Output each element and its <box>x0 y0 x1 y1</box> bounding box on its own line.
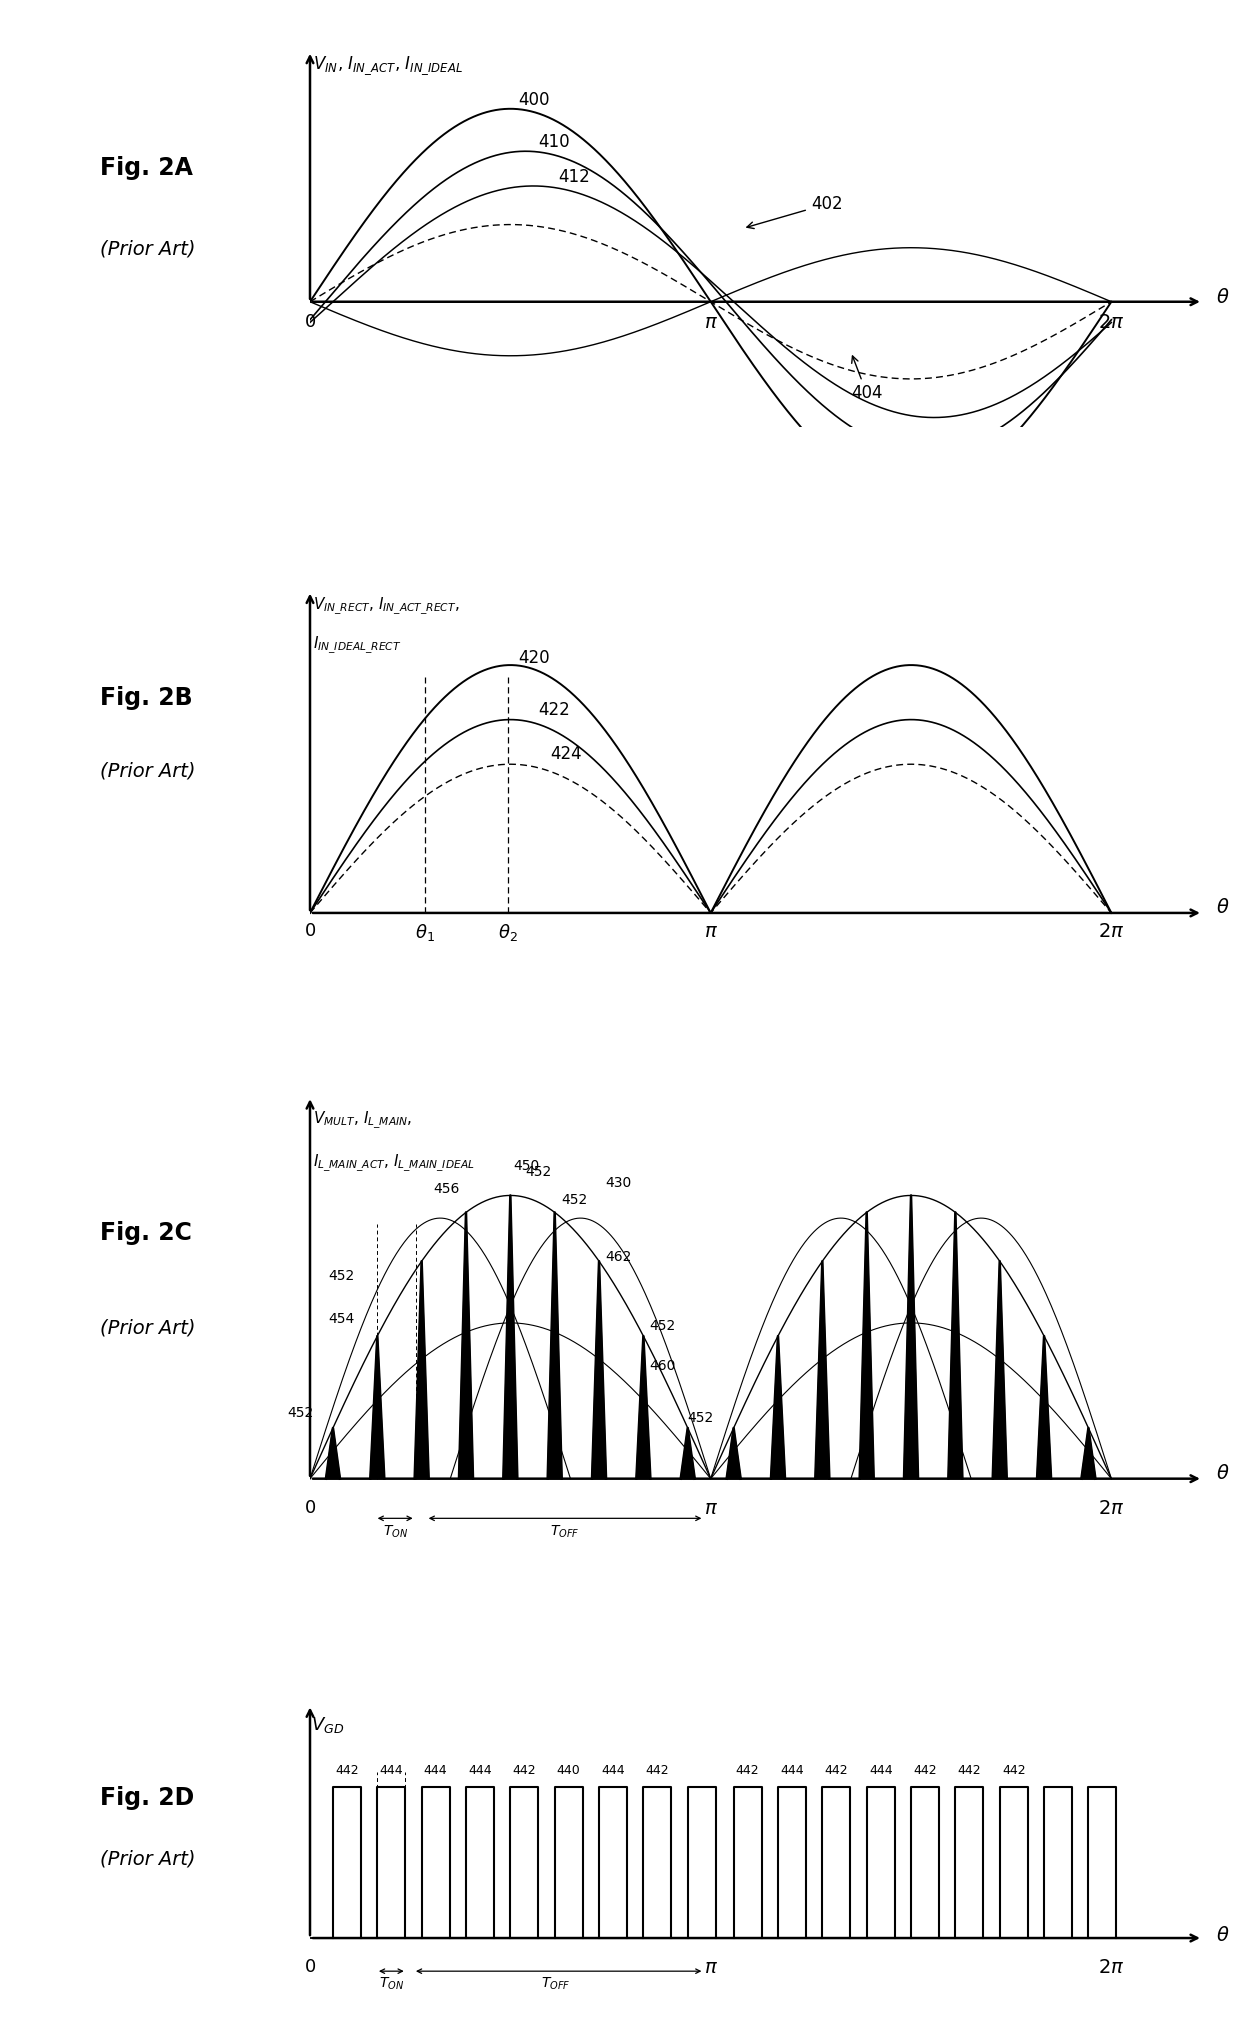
Text: $2\pi$: $2\pi$ <box>1099 922 1125 941</box>
Text: 456: 456 <box>433 1181 460 1195</box>
Text: $\theta$: $\theta$ <box>1215 1464 1229 1482</box>
Text: $\pi$: $\pi$ <box>703 1498 718 1517</box>
Text: 402: 402 <box>746 195 842 228</box>
Text: $T_{OFF}$: $T_{OFF}$ <box>541 1975 570 1991</box>
Text: 424: 424 <box>551 745 582 764</box>
Text: 422: 422 <box>538 700 570 719</box>
Text: $\theta$: $\theta$ <box>1215 289 1229 307</box>
Text: 442: 442 <box>825 1763 848 1777</box>
Polygon shape <box>414 1260 429 1478</box>
Polygon shape <box>727 1427 740 1478</box>
Text: Fig. 2D: Fig. 2D <box>100 1786 195 1810</box>
Text: Fig. 2B: Fig. 2B <box>100 686 192 711</box>
Polygon shape <box>548 1211 562 1478</box>
Text: 442: 442 <box>646 1763 670 1777</box>
Text: 444: 444 <box>469 1763 492 1777</box>
Text: (Prior Art): (Prior Art) <box>100 761 196 780</box>
Text: $V_{MULT}$, $I_{L\_MAIN}$,: $V_{MULT}$, $I_{L\_MAIN}$, <box>312 1110 412 1132</box>
Polygon shape <box>1037 1336 1052 1478</box>
Polygon shape <box>459 1211 472 1478</box>
Text: $I_{L\_MAIN\_ACT}$, $I_{L\_MAIN\_IDEAL}$: $I_{L\_MAIN\_ACT}$, $I_{L\_MAIN\_IDEAL}$ <box>312 1152 474 1175</box>
Text: (Prior Art): (Prior Art) <box>100 1319 196 1338</box>
Polygon shape <box>1081 1427 1095 1478</box>
Text: $T_{OFF}$: $T_{OFF}$ <box>551 1525 580 1541</box>
Text: 452: 452 <box>560 1193 588 1207</box>
Text: 452: 452 <box>526 1165 552 1179</box>
Text: $V_{IN}$, $I_{IN\_ACT}$, $I_{IN\_IDEAL}$: $V_{IN}$, $I_{IN\_ACT}$, $I_{IN\_IDEAL}$ <box>312 55 463 77</box>
Text: 442: 442 <box>335 1763 358 1777</box>
Polygon shape <box>326 1427 340 1478</box>
Text: 440: 440 <box>557 1763 580 1777</box>
Text: $\pi$: $\pi$ <box>703 1959 718 1977</box>
Polygon shape <box>904 1195 918 1478</box>
Text: $2\pi$: $2\pi$ <box>1099 1959 1125 1977</box>
Text: 0: 0 <box>304 1498 316 1517</box>
Text: 444: 444 <box>780 1763 804 1777</box>
Text: Fig. 2A: Fig. 2A <box>100 157 193 181</box>
Text: $T_{ON}$: $T_{ON}$ <box>383 1525 408 1541</box>
Polygon shape <box>681 1427 694 1478</box>
Polygon shape <box>816 1260 830 1478</box>
Polygon shape <box>503 1195 517 1478</box>
Text: $\pi$: $\pi$ <box>703 314 718 332</box>
Text: $2\pi$: $2\pi$ <box>1099 314 1125 332</box>
Text: $\theta$: $\theta$ <box>1215 898 1229 918</box>
Text: 460: 460 <box>650 1360 676 1372</box>
Text: 442: 442 <box>913 1763 937 1777</box>
Text: $I_{IN\_IDEAL\_RECT}$: $I_{IN\_IDEAL\_RECT}$ <box>312 635 401 656</box>
Polygon shape <box>636 1336 651 1478</box>
Text: $V_{GD}$: $V_{GD}$ <box>311 1714 345 1735</box>
Text: 442: 442 <box>1002 1763 1025 1777</box>
Text: 442: 442 <box>735 1763 759 1777</box>
Text: 404: 404 <box>851 356 883 403</box>
Polygon shape <box>859 1211 874 1478</box>
Text: $\pi$: $\pi$ <box>703 922 718 941</box>
Text: 452: 452 <box>688 1411 714 1425</box>
Text: $\theta_2$: $\theta_2$ <box>497 922 517 943</box>
Text: 412: 412 <box>558 169 590 185</box>
Polygon shape <box>949 1211 962 1478</box>
Text: 444: 444 <box>601 1763 625 1777</box>
Text: 442: 442 <box>957 1763 981 1777</box>
Text: 444: 444 <box>424 1763 448 1777</box>
Text: 454: 454 <box>329 1311 355 1325</box>
Text: 452: 452 <box>650 1319 676 1334</box>
Text: 0: 0 <box>304 1959 316 1975</box>
Text: 0: 0 <box>304 314 316 332</box>
Text: (Prior Art): (Prior Art) <box>100 238 196 259</box>
Text: (Prior Art): (Prior Art) <box>100 1851 196 1869</box>
Text: 442: 442 <box>512 1763 536 1777</box>
Text: $V_{IN\_RECT}$, $I_{IN\_ACT\_RECT}$,: $V_{IN\_RECT}$, $I_{IN\_ACT\_RECT}$, <box>312 597 459 617</box>
Polygon shape <box>771 1336 785 1478</box>
Text: 462: 462 <box>605 1250 632 1264</box>
Polygon shape <box>993 1260 1007 1478</box>
Text: 410: 410 <box>538 134 570 151</box>
Text: 444: 444 <box>379 1763 403 1777</box>
Text: 444: 444 <box>869 1763 893 1777</box>
Text: 452: 452 <box>329 1268 355 1283</box>
Text: 452: 452 <box>288 1405 314 1419</box>
Text: $T_{ON}$: $T_{ON}$ <box>378 1975 404 1991</box>
Text: 420: 420 <box>518 649 551 666</box>
Text: 450: 450 <box>513 1158 539 1173</box>
Text: $\theta_1$: $\theta_1$ <box>415 922 435 943</box>
Polygon shape <box>371 1336 384 1478</box>
Polygon shape <box>591 1260 606 1478</box>
Text: 0: 0 <box>304 922 316 939</box>
Text: 400: 400 <box>518 92 549 110</box>
Text: 430: 430 <box>605 1177 631 1189</box>
Text: $\theta$: $\theta$ <box>1215 1926 1229 1944</box>
Text: Fig. 2C: Fig. 2C <box>100 1222 192 1244</box>
Text: $2\pi$: $2\pi$ <box>1099 1498 1125 1517</box>
